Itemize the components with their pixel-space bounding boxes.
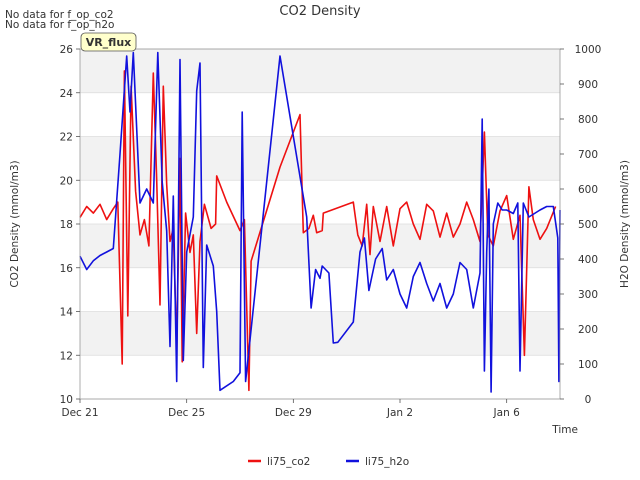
y-left-tick-label: 26 bbox=[60, 44, 74, 56]
badge-label: VR_flux bbox=[86, 36, 132, 49]
grid-band bbox=[80, 136, 560, 181]
y-left-tick-label: 12 bbox=[60, 350, 73, 362]
y-right-tick-label: 1000 bbox=[575, 44, 602, 56]
x-tick-label: Jan 6 bbox=[493, 407, 521, 419]
x-tick-label: Dec 29 bbox=[275, 407, 312, 419]
series-lines bbox=[79, 51, 561, 393]
grid-band bbox=[80, 49, 560, 93]
y-right-tick-label: 100 bbox=[578, 359, 598, 371]
y-left-tick-label: 10 bbox=[60, 394, 73, 406]
x-tick-label: Dec 21 bbox=[61, 407, 98, 419]
legend: li75_co2 li75_h2o bbox=[248, 456, 409, 468]
y-left-tick-label: 24 bbox=[60, 88, 74, 100]
grid-band bbox=[80, 311, 560, 356]
y-right-tick-label: 200 bbox=[578, 324, 598, 336]
legend-label: li75_h2o bbox=[365, 456, 409, 468]
y-left-tick-label: 20 bbox=[60, 175, 73, 187]
x-axis-label: Time bbox=[551, 424, 578, 436]
y-left-tick-label: 22 bbox=[60, 132, 73, 144]
y-right-tick-label: 400 bbox=[578, 254, 598, 266]
y-right-tick-label: 600 bbox=[578, 184, 598, 196]
y-axis-right-label: H2O Density (mmol/m3) bbox=[619, 160, 631, 288]
y-right-tick-label: 900 bbox=[578, 79, 598, 91]
vr-flux-badge: VR_flux bbox=[80, 32, 137, 52]
y-right-tick-label: 500 bbox=[578, 219, 598, 231]
x-tick-label: Jan 2 bbox=[386, 407, 413, 419]
y-left-tick-label: 14 bbox=[60, 307, 74, 319]
series-line-li75_h2o bbox=[79, 51, 561, 393]
y-right-tick-label: 700 bbox=[578, 149, 598, 161]
y-left-tick-label: 16 bbox=[60, 263, 74, 275]
series-line-li75_co2 bbox=[79, 70, 557, 392]
note-h2o: No data for f_op_h2o bbox=[5, 19, 114, 31]
axis-ticks: 10 12 14 16 18 20 22 24 26 0 100 200 300 400 500 600 700… bbox=[60, 44, 602, 419]
legend-label: li75_co2 bbox=[267, 456, 310, 468]
chart-title: CO2 Density bbox=[279, 4, 360, 19]
note-co2: No data for f_op_co2 bbox=[5, 9, 114, 21]
y-left-tick-label: 18 bbox=[60, 219, 73, 231]
y-right-tick-label: 0 bbox=[585, 394, 592, 406]
x-tick-label: Dec 25 bbox=[168, 407, 205, 419]
y-right-tick-label: 800 bbox=[578, 114, 598, 126]
y-axis-left-label: CO2 Density (mmol/m3) bbox=[9, 160, 21, 287]
y-right-tick-label: 300 bbox=[578, 289, 598, 301]
